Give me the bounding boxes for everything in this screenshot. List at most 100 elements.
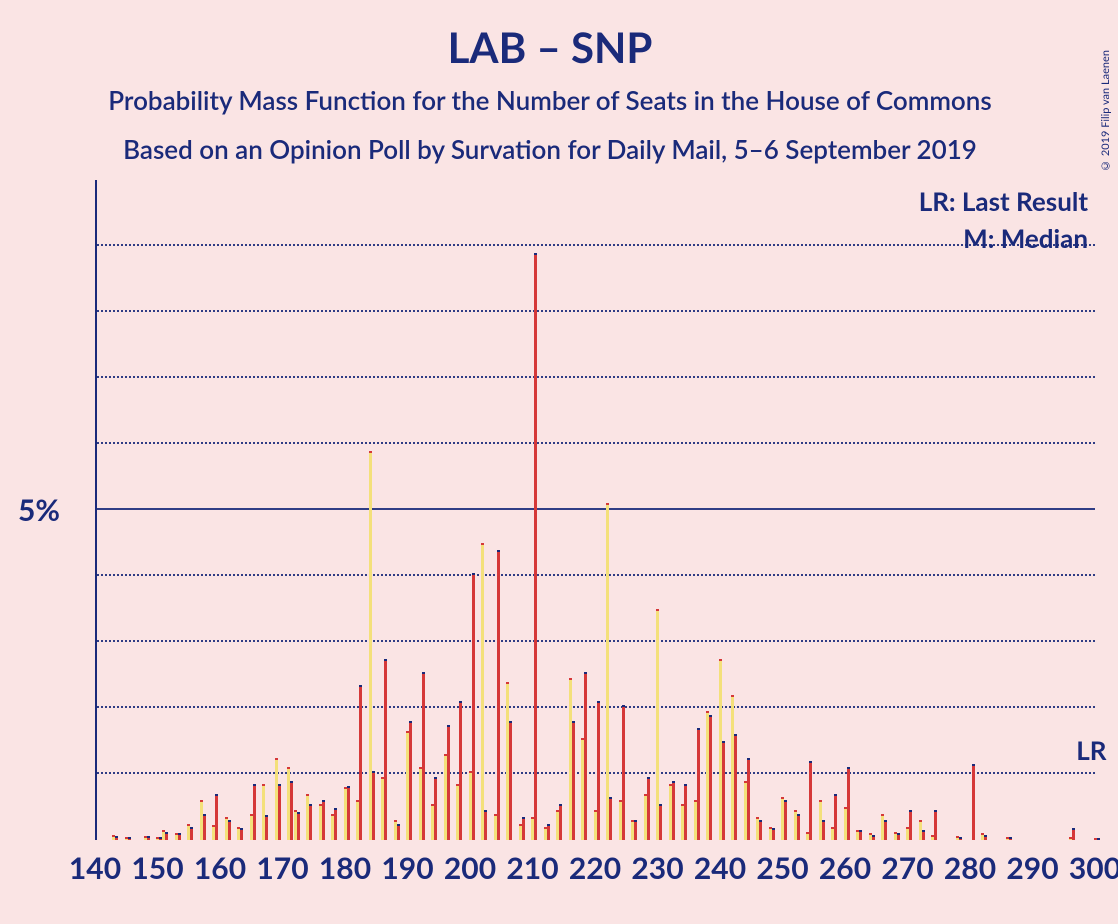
bar-s2 [609, 797, 612, 840]
bar-s2 [147, 836, 150, 840]
bar-s2 [1097, 838, 1100, 840]
bar-s2 [297, 812, 300, 840]
bar-s2 [265, 815, 268, 840]
chart-subtitle-2: Based on an Opinion Poll by Survation fo… [0, 133, 1100, 165]
y-axis [95, 180, 97, 840]
bar-s2 [959, 837, 962, 840]
bar-s2 [290, 781, 293, 840]
x-tick-label: 260 [813, 850, 877, 886]
bar-s2 [334, 808, 337, 840]
x-tick-label: 170 [251, 850, 315, 886]
chart-title: LAB – SNP [0, 22, 1100, 72]
bar-s2 [422, 672, 425, 840]
bar-s2 [1009, 837, 1012, 840]
gridline [97, 310, 1095, 312]
bar-s2 [897, 833, 900, 840]
x-tick-label: 250 [751, 850, 815, 886]
bar-s2 [278, 784, 281, 840]
bar-s2 [1072, 828, 1075, 840]
plot-inner [95, 180, 1095, 840]
x-tick-label: 300 [1063, 850, 1118, 886]
bar-s2 [509, 721, 512, 840]
bar-s2 [734, 734, 737, 840]
bar-s2 [190, 827, 193, 840]
bar-s2 [359, 685, 362, 840]
bar-s2 [534, 253, 537, 840]
bar-s2 [309, 804, 312, 840]
bar-s2 [459, 701, 462, 840]
gridline [97, 508, 1095, 510]
bar-s2 [647, 777, 650, 840]
bar-s2 [759, 820, 762, 840]
bar-s2 [472, 573, 475, 840]
x-tick-label: 290 [1001, 850, 1065, 886]
bar-s2 [203, 814, 206, 840]
chart-subtitle-1: Probability Mass Function for the Number… [0, 84, 1100, 116]
bar-s2 [884, 820, 887, 840]
bar-s2 [672, 781, 675, 840]
bar-s2 [253, 784, 256, 840]
bar-s2 [497, 550, 500, 840]
bar-s2 [784, 800, 787, 840]
x-tick-label: 140 [63, 850, 127, 886]
bar-s2 [772, 828, 775, 840]
bar-s2 [447, 725, 450, 841]
bar-s2 [384, 659, 387, 841]
bar-s2 [397, 824, 400, 841]
x-tick-label: 280 [938, 850, 1002, 886]
bar-s2 [984, 835, 987, 840]
x-tick-label: 180 [313, 850, 377, 886]
bar-s1 [481, 543, 484, 840]
legend-m: M: Median [963, 222, 1088, 254]
bar-s2 [372, 771, 375, 840]
x-tick-label: 190 [376, 850, 440, 886]
x-tick-label: 240 [688, 850, 752, 886]
bar-s2 [909, 810, 912, 840]
gridline [97, 376, 1095, 378]
bar-s2 [322, 800, 325, 840]
bar-s2 [597, 701, 600, 840]
x-tick-label: 210 [501, 850, 565, 886]
bar-s2 [859, 830, 862, 840]
bar-s2 [159, 837, 162, 840]
bar-s2 [165, 832, 168, 840]
bar-s2 [922, 830, 925, 840]
bar-s2 [709, 715, 712, 840]
x-tick-label: 160 [188, 850, 252, 886]
gridline [97, 442, 1095, 444]
bar-s2 [584, 672, 587, 840]
x-axis-labels: 1401501601701801902002102202302402502602… [95, 850, 1095, 900]
bar-s2 [747, 758, 750, 841]
y-tick-label-5pct: 5% [18, 492, 60, 528]
legend-lr: LR: Last Result [919, 185, 1088, 217]
lr-marker-label: LR [1076, 734, 1106, 766]
gridline [97, 640, 1095, 642]
bar-s2 [115, 836, 118, 840]
bar-s2 [634, 820, 637, 840]
x-tick-label: 230 [626, 850, 690, 886]
bar-s2 [547, 824, 550, 841]
x-tick-label: 200 [438, 850, 502, 886]
copyright-text: © 2019 Filip van Laenen [1099, 50, 1112, 172]
bar-s2 [659, 804, 662, 840]
bar-s2 [822, 820, 825, 840]
gridline [97, 574, 1095, 576]
bar-s2 [722, 741, 725, 840]
bar-s2 [215, 794, 218, 840]
bar-s2 [809, 761, 812, 840]
bar-s2 [572, 721, 575, 840]
bar-s2 [972, 764, 975, 840]
bar-s2 [834, 794, 837, 840]
bar-s1 [606, 503, 609, 840]
bar-s2 [228, 820, 231, 840]
bar-s2 [409, 721, 412, 840]
x-tick-label: 150 [126, 850, 190, 886]
bar-s2 [522, 817, 525, 840]
bar-s2 [934, 810, 937, 840]
bar-s2 [240, 828, 243, 840]
bar-s2 [847, 767, 850, 840]
bar-s2 [347, 786, 350, 840]
x-tick-label: 220 [563, 850, 627, 886]
gridline [97, 244, 1095, 246]
bar-s2 [484, 810, 487, 840]
